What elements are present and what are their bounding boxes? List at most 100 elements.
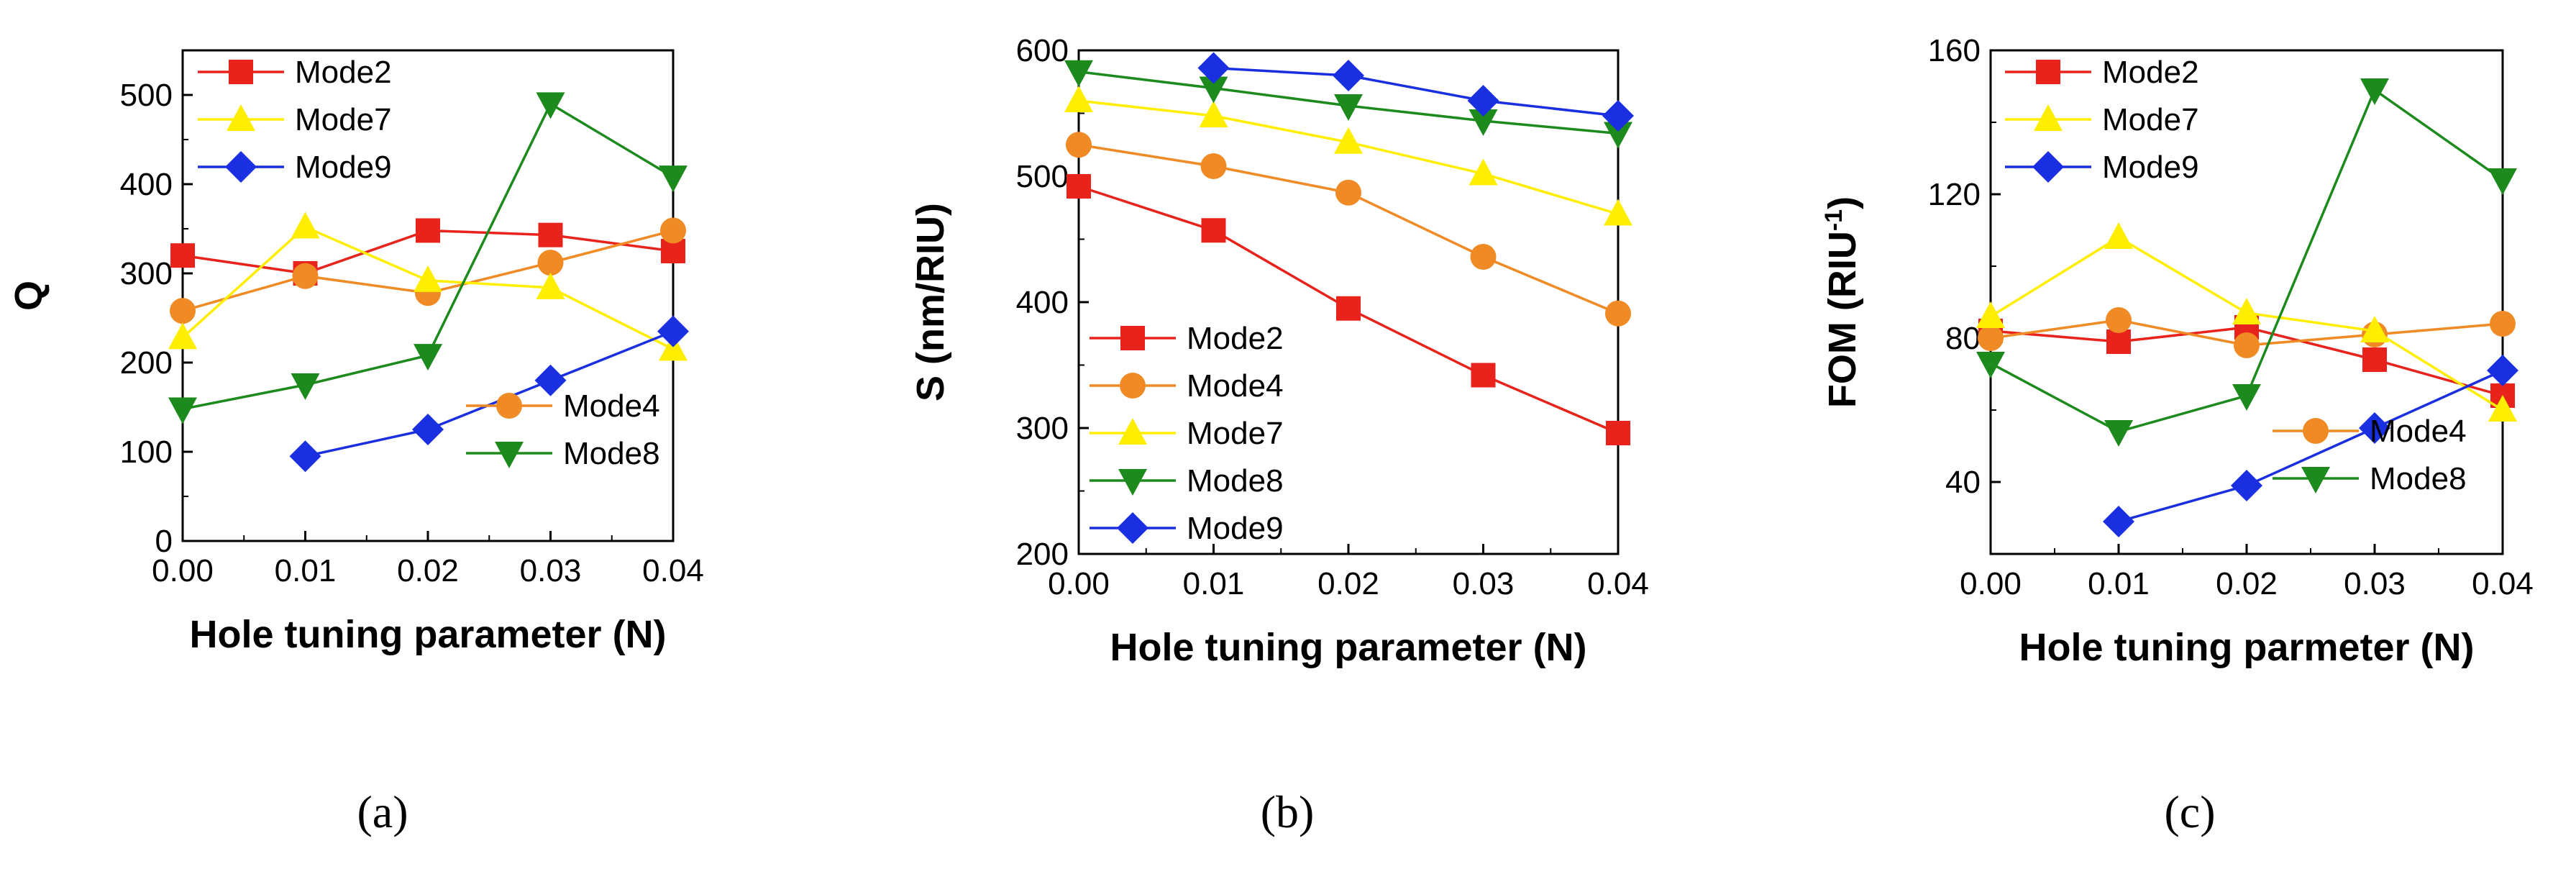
panel-b: 0.00 0.01 0.02 0.03 0.04 200 300 400 500 600 Hole … [909,33,1649,837]
legend-top-left: Mode2 Mode7 Mode9 [2005,55,2199,185]
x-tick-label: 0.02 [1317,566,1379,601]
series-mode7 [1976,222,2517,422]
legend-marker [1120,326,1145,350]
x-tick-label: 0.04 [2472,566,2534,601]
data-point [537,250,564,276]
legend-entry-mode2: Mode2 [198,55,392,90]
series-mode7 [168,211,688,361]
data-point [1066,132,1092,158]
data-point [292,263,319,289]
data-point [1336,296,1361,321]
data-point [2487,355,2518,386]
data-point [416,218,440,243]
x-tick-label: 0.02 [2216,566,2278,601]
data-point [1201,218,1226,243]
panel-label: (a) [357,786,408,837]
data-point [1200,153,1227,179]
panel-label: (b) [1261,786,1315,837]
data-point [2104,222,2133,249]
legend-label: Mode7 [295,102,392,137]
data-point [2488,395,2517,422]
legend-entry-mode4: Mode4 [2273,414,2467,449]
x-tick-label: 0.04 [642,553,704,588]
y-axis-title: S (nm/RIU) [909,203,952,401]
series-mode8 [1064,60,1632,149]
panel-label: (c) [2164,786,2215,837]
data-point [1333,60,1364,91]
y-tick-label: 120 [1928,177,1981,212]
legend-marker [2036,60,2060,84]
y-tick-label: 300 [120,256,173,291]
data-point [170,298,196,324]
y-tick-label: 400 [120,167,173,202]
data-point [1197,52,1230,84]
y-tick-label: 300 [1016,411,1069,446]
data-point [2360,316,2389,342]
data-point [534,364,567,396]
data-point [1067,174,1091,199]
y-tick-label: 600 [1016,33,1069,68]
data-point [168,397,197,424]
data-point [1469,109,1498,136]
legend-label: Mode8 [1187,463,1284,499]
data-point [659,165,688,193]
data-point [168,322,197,350]
data-point [2104,420,2133,447]
legend-label: Mode9 [2102,150,2199,185]
data-point [2362,347,2387,372]
legend-label: Mode8 [563,436,660,471]
y-tick-label: 160 [1928,33,1981,68]
legend-label: Mode4 [563,388,660,424]
data-point [2359,412,2390,444]
data-point [1334,127,1363,154]
x-tick-label: 0.00 [152,553,214,588]
x-tick-label: 0.01 [1183,566,1245,601]
data-point [1976,352,2005,378]
y-tick-label: 200 [120,345,173,381]
legend-marker [1117,512,1148,544]
legend-bottom-right: Mode4 Mode8 [2273,414,2467,496]
series-mode2 [1067,174,1630,445]
data-point [291,211,320,239]
panel-c: 0.00 0.01 0.02 0.03 0.04 40 80 120 160 Hole tunin… [1820,33,2534,837]
data-point [2232,298,2261,324]
data-point [289,440,321,473]
data-point [536,272,565,299]
series-mode4 [1066,132,1631,327]
legend-marker [2301,467,2330,493]
legend-label: Mode7 [1187,416,1284,451]
legend-marker [225,151,257,183]
x-tick-label: 0.01 [2088,566,2150,601]
legend-bottom-left: Mode2 Mode4 Mode7 Mode8 Mode9 [1090,321,1284,546]
legend-marker [495,442,524,468]
data-point [1199,101,1228,127]
data-point [1606,421,1630,445]
y-axis-title: Q [7,281,50,311]
legend-marker [1118,469,1147,496]
legend-entry-mode8: Mode8 [1090,463,1284,499]
x-tick-label: 0.03 [520,553,582,588]
legend-entry-mode8: Mode8 [466,436,660,471]
data-point [1470,244,1497,270]
y-tick-label: 500 [120,78,173,113]
panel-a: 0.00 0.01 0.02 0.03 0.04 0 100 200 300 400 500 Hole… [7,49,704,837]
legend-label: Mode8 [2370,461,2467,496]
series-line [1990,88,2504,433]
series-mode8 [1976,78,2517,447]
series-mode4 [1978,307,2516,358]
data-point [660,217,686,244]
x-tick-label: 0.01 [275,553,337,588]
y-tick-label: 0 [155,524,173,559]
y-axis-title: FOM (RIU-1) [1820,196,1864,408]
legend-entry-mode4: Mode4 [1090,368,1284,404]
legend-entry-mode2: Mode2 [1090,321,1284,356]
x-tick-label: 0.03 [1453,566,1515,601]
data-point [2232,384,2261,411]
data-point [414,344,442,371]
data-point [2106,329,2131,354]
data-point [2488,168,2517,195]
legend-entry-mode9: Mode9 [1090,511,1284,546]
y-tick-label: 40 [1945,465,1981,500]
